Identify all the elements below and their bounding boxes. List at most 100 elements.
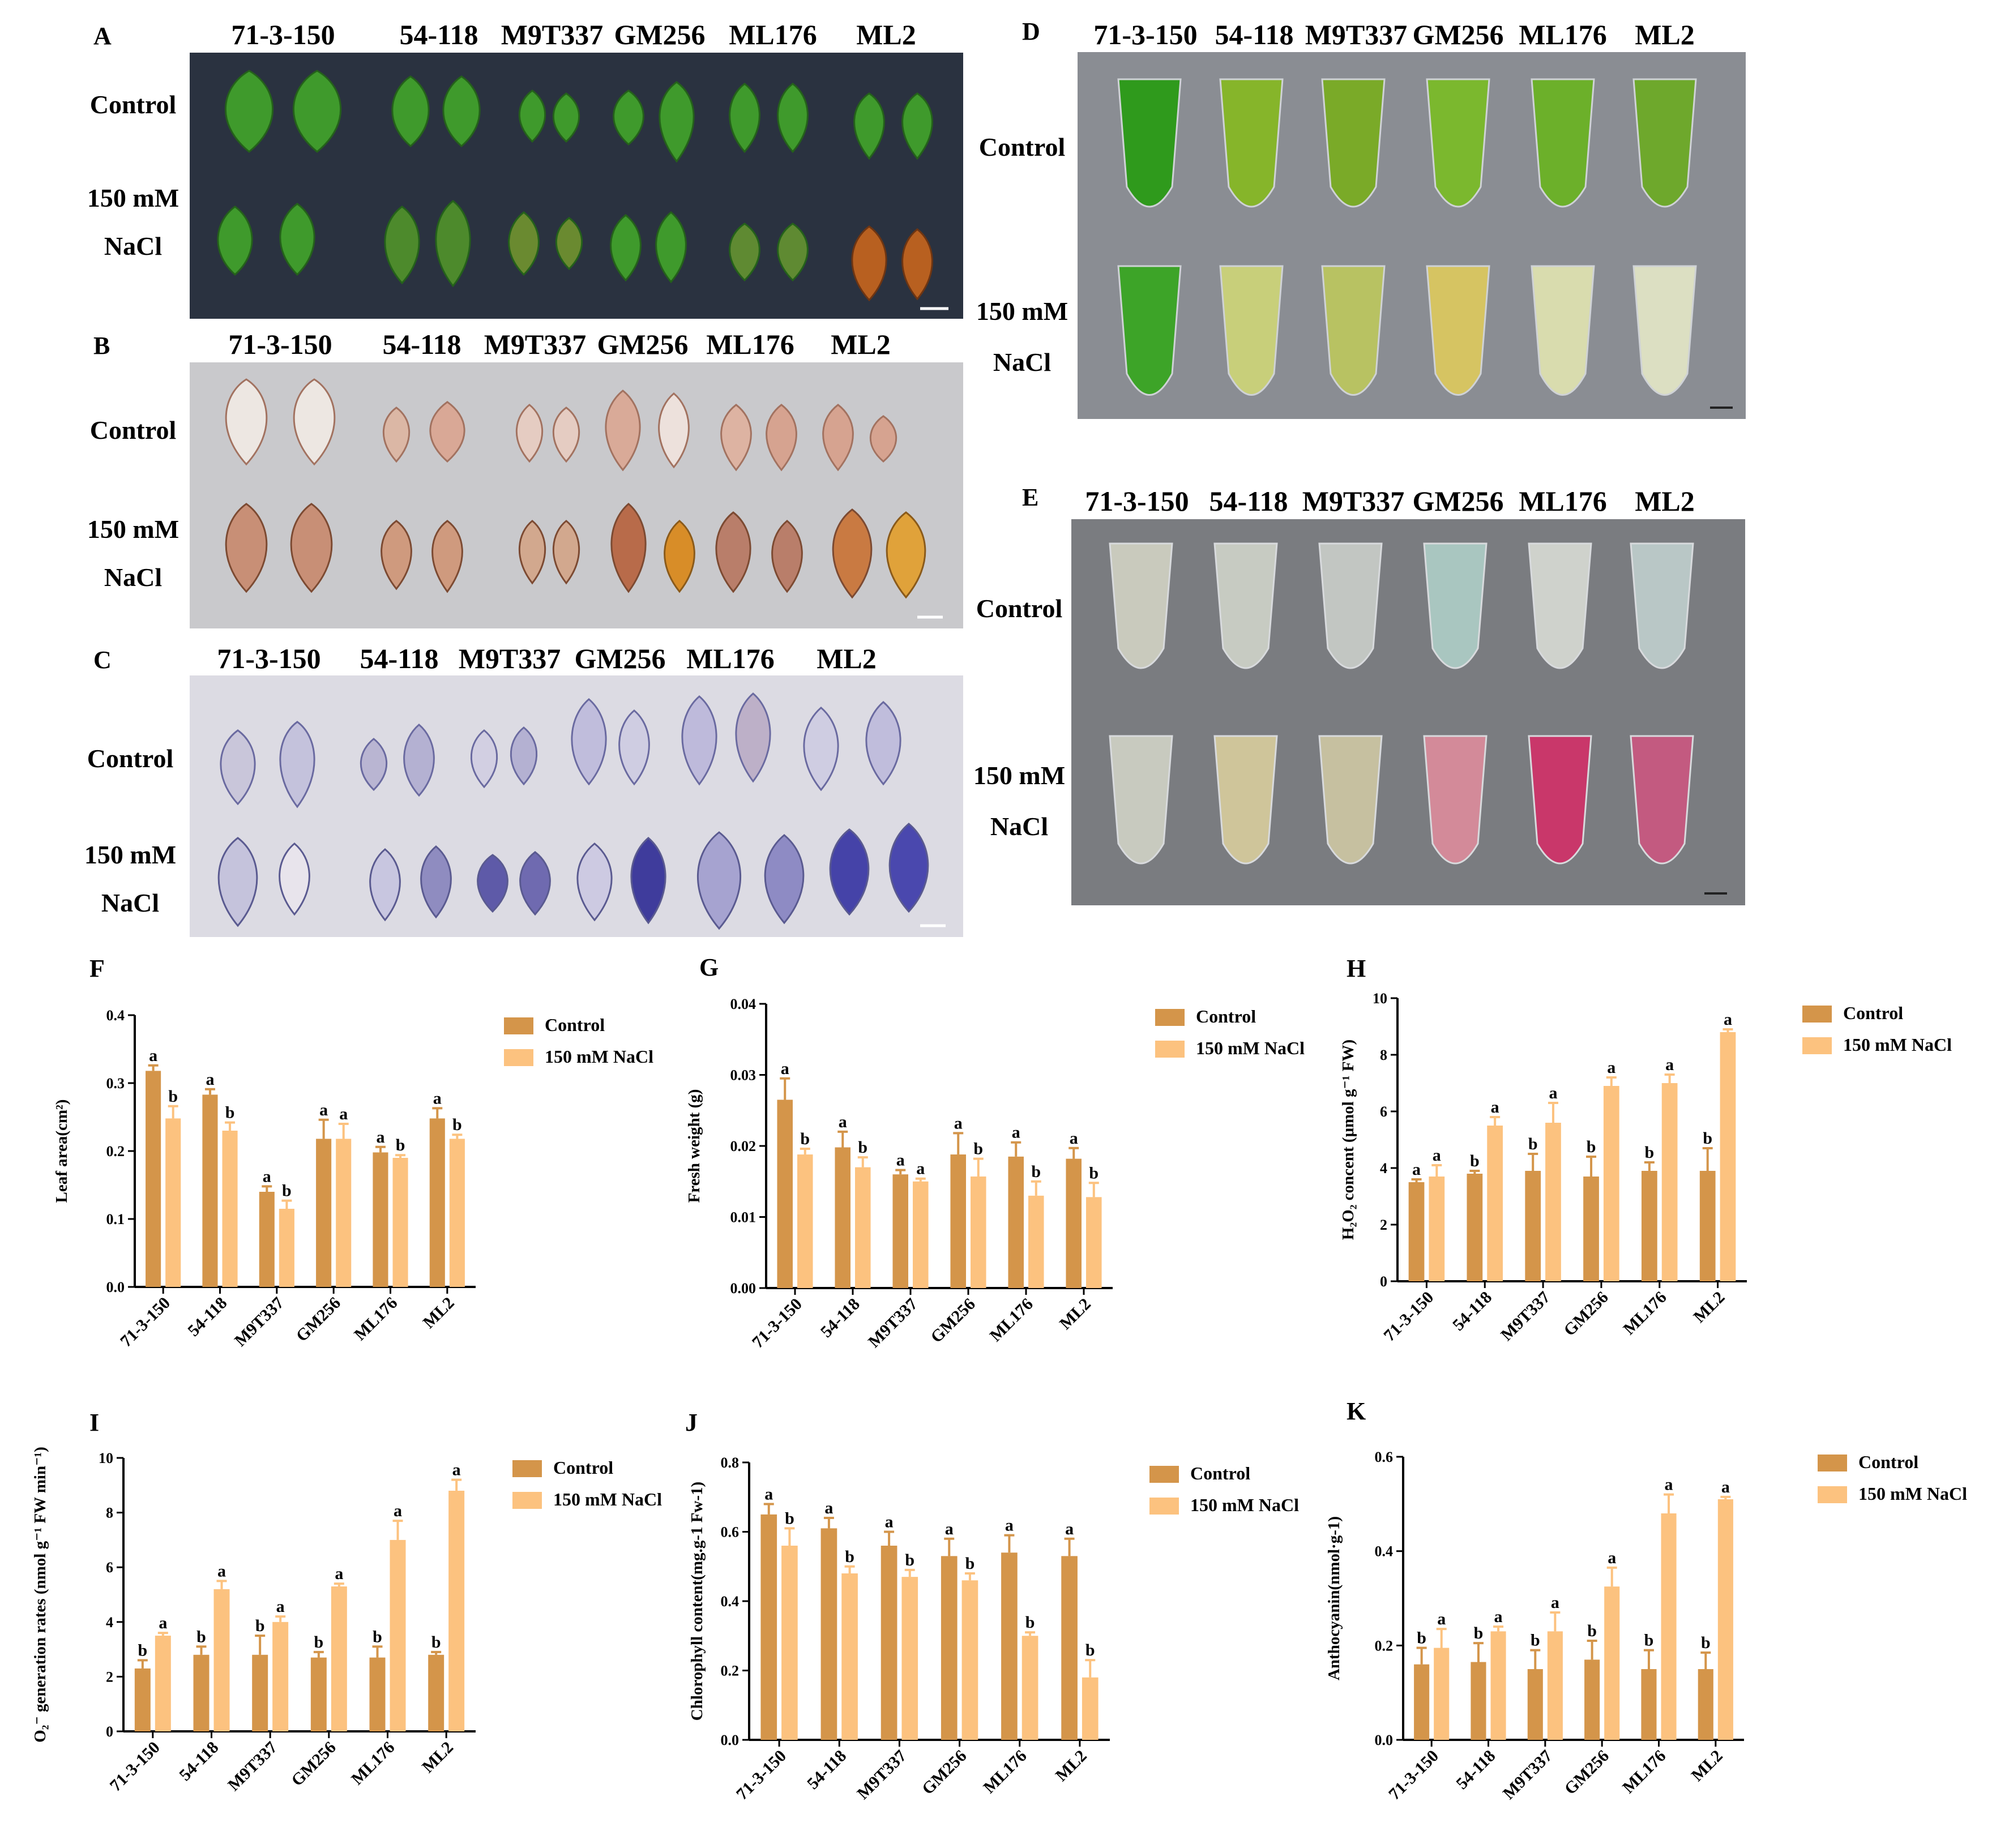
significance-letter: b (1701, 1633, 1711, 1652)
x-tick-label: ML176 (980, 1747, 1030, 1797)
panel-c: C 71-3-150 54-118 M9T337 GM256 ML176 ML2… (84, 643, 963, 937)
panel-d: D 71-3-150 54-118 M9T337 GM256 ML176 ML2… (976, 18, 1746, 419)
panel-label-b: B (93, 332, 110, 360)
x-tick-label: GM256 (292, 1294, 344, 1346)
legend-swatch-salt (1802, 1037, 1832, 1054)
significance-letter: a (276, 1597, 285, 1616)
y-tick-label: 0.03 (730, 1067, 756, 1084)
significance-letter: a (159, 1614, 167, 1632)
y-tick-label: 8 (106, 1505, 113, 1521)
bar-salt (1603, 1086, 1619, 1281)
x-tick-label: GM256 (918, 1747, 971, 1799)
genotype-label: 71-3-150 (228, 328, 332, 360)
significance-letter: b (1703, 1129, 1712, 1148)
bar-salt (165, 1118, 181, 1287)
chart-i: I 0 2 4 6 8 10 O₂⁻ generation rates (nmol g⁻¹ F… (31, 1409, 662, 1795)
x-tick-label: 71-3-150 (733, 1747, 790, 1804)
significance-letter: a (1607, 1058, 1615, 1077)
bar-salt (390, 1539, 406, 1731)
bar-control (777, 1100, 793, 1288)
y-tick-label: 0.04 (730, 996, 756, 1012)
y-tick-label: 0.01 (730, 1209, 756, 1226)
significance-letter: b (431, 1633, 441, 1652)
bar-control (892, 1174, 908, 1288)
x-tick-label: ML176 (986, 1295, 1037, 1345)
genotype-label: GM256 (1412, 485, 1503, 517)
significance-letter: b (452, 1115, 462, 1134)
x-tick-label: M9T337 (1499, 1747, 1556, 1803)
significance-letter: a (1437, 1610, 1446, 1628)
bar-control (1584, 1659, 1600, 1740)
significance-letter: b (282, 1182, 292, 1200)
bar-salt (841, 1573, 858, 1740)
significance-letter: b (800, 1130, 810, 1148)
genotype-label: ML2 (1635, 19, 1695, 50)
y-tick-label: 2 (106, 1669, 113, 1685)
row-label-salt: NaCl (104, 563, 162, 592)
significance-letter: a (452, 1461, 461, 1479)
genotype-label: 54-118 (1215, 19, 1294, 50)
significance-letter: a (217, 1562, 226, 1580)
bar-salt (797, 1154, 813, 1288)
bar-salt (1661, 1083, 1678, 1281)
row-label-salt: NaCl (993, 348, 1051, 377)
bar-salt (971, 1176, 986, 1288)
bar-control (146, 1071, 161, 1287)
bar-salt (781, 1546, 798, 1740)
significance-letter: b (1587, 1137, 1596, 1156)
bar-control (760, 1514, 777, 1740)
panel-e: E 71-3-150 54-118 M9T337 GM256 ML176 ML2… (973, 484, 1745, 905)
significance-letter: b (1528, 1135, 1538, 1153)
bar-salt (449, 1139, 465, 1287)
legend-label: 150 mM NaCl (1858, 1483, 1967, 1504)
panel-label-g: G (699, 953, 719, 981)
x-tick-label: ML2 (1052, 1747, 1091, 1785)
genotype-label: GM256 (1412, 19, 1503, 50)
x-tick-label: 54-118 (184, 1294, 230, 1340)
y-tick-label: 0.00 (730, 1280, 756, 1297)
significance-letter: b (225, 1103, 235, 1122)
significance-letter: a (206, 1070, 214, 1089)
genotype-label: 71-3-150 (1093, 19, 1197, 50)
x-tick-label: ML2 (1688, 1747, 1726, 1785)
bar-salt (155, 1635, 171, 1731)
significance-letter: a (824, 1499, 833, 1517)
bar-control (1527, 1669, 1543, 1740)
significance-letter: b (845, 1547, 854, 1566)
y-tick-label: 0.2 (721, 1663, 740, 1679)
y-tick-label: 0.6 (1375, 1449, 1394, 1465)
y-tick-label: 0.0 (106, 1279, 125, 1295)
panel-label-k: K (1347, 1397, 1366, 1425)
bar-salt (448, 1490, 465, 1731)
significance-letter: a (1065, 1520, 1074, 1538)
significance-letter: b (1531, 1631, 1540, 1650)
bar-control (316, 1139, 332, 1287)
leaves-salt (217, 200, 933, 302)
significance-letter: a (376, 1128, 384, 1147)
row-label-control: Control (87, 744, 174, 773)
bar-control (1061, 1556, 1078, 1740)
x-tick-label: ML2 (420, 1294, 458, 1332)
y-tick-label: 8 (1380, 1047, 1387, 1063)
bar-salt (855, 1167, 871, 1288)
genotype-label: M9T337 (484, 328, 587, 360)
leaves-control (224, 70, 933, 163)
genotype-label: ML176 (729, 19, 817, 50)
significance-letter: b (1085, 1641, 1095, 1659)
significance-letter: a (1665, 1475, 1673, 1494)
bar-salt (392, 1158, 408, 1287)
genotype-label: ML2 (1635, 485, 1695, 517)
x-tick-label: 54-118 (1449, 1288, 1495, 1334)
x-tick-label: ML2 (1690, 1288, 1728, 1327)
legend-label: 150 mM NaCl (545, 1046, 653, 1067)
legend-swatch-control (1802, 1006, 1832, 1023)
legend-swatch-salt (1149, 1498, 1179, 1515)
bar-salt (1604, 1586, 1620, 1740)
significance-letter: b (1417, 1629, 1426, 1648)
y-axis-label: H₂O₂ concent (μmol g⁻¹ FW) (1339, 1040, 1357, 1240)
leaves-control (220, 692, 901, 808)
bar-salt (1082, 1677, 1099, 1740)
leaves-salt (217, 823, 929, 930)
y-axis-label: Anthocyanin(nmol·g-1) (1325, 1516, 1343, 1680)
